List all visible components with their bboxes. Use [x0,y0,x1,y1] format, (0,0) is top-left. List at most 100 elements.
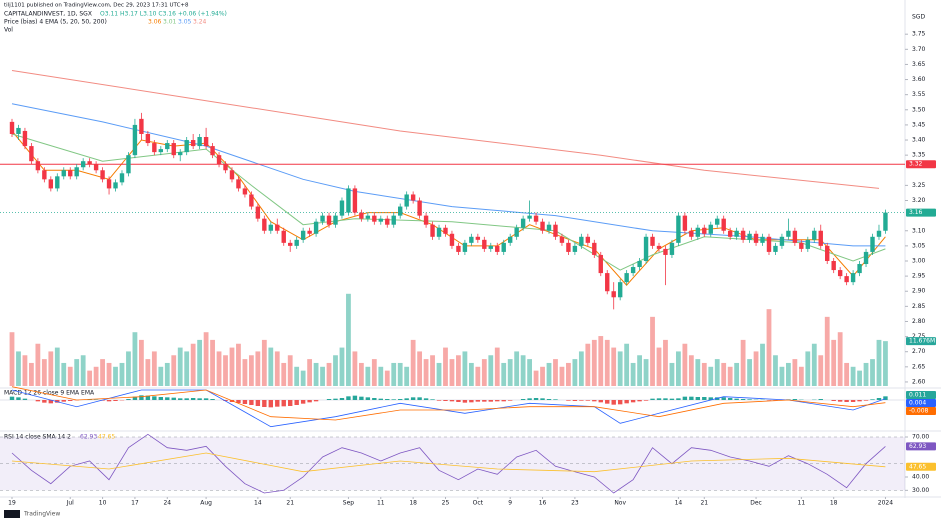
volume-bar [766,309,772,386]
candle-body [68,170,73,177]
candle-body [423,215,429,225]
candle-body [404,194,409,207]
macd-histogram-bar [48,400,54,404]
volume-bar [397,362,403,386]
candle-body [385,218,390,225]
macd-histogram-bar [16,397,21,400]
candle-body [313,221,319,234]
volume-bar [229,347,235,386]
candle-body [268,224,273,231]
x-tick-label: 21 [700,500,708,507]
macd-histogram-bar [883,396,888,400]
candle-body [475,236,481,240]
ema-legend-value: 3.06 [148,19,162,26]
candle-body [456,245,461,252]
candle-body [42,170,47,180]
volume-bar [417,351,423,386]
candle-body [216,155,222,165]
volume-bar [139,339,144,386]
macd-histogram-bar [378,398,383,400]
volume-bar [481,359,487,386]
macd-histogram-bar [197,398,202,400]
volume-bar [177,347,183,386]
candle-body [792,230,798,243]
volume-bar [100,359,105,386]
price-level-label-box [906,208,936,217]
macd-histogram-bar [734,398,739,400]
candle-body [158,149,164,153]
macd-histogram-bar [617,400,623,405]
candle-body [126,155,131,174]
volume-bar [67,366,73,386]
rsi-last-label-box [906,442,936,451]
indicator-label: Price (bias) 4 EMA (5, 20, 50, 200) [4,19,107,26]
volume-bar [818,355,824,386]
macd-histogram-bar [469,400,474,403]
volume-bar [643,359,649,386]
macd-histogram-bar [132,396,138,400]
macd-histogram-bar [236,400,241,403]
volume-bar [682,343,688,386]
candle-body [35,161,41,171]
candle-body [495,245,500,252]
y-tick-label: 30.00 [912,487,929,494]
volume-bar [624,343,630,386]
y-tick-label: 3.00 [912,257,926,264]
volume-bar [9,332,15,386]
volume-bar [669,362,675,386]
volume-bar [391,362,397,386]
volume-bar [831,339,837,386]
candle-body [139,118,144,134]
x-tick-label: Dec [750,500,762,507]
candle-body [262,218,267,231]
candle-body [663,248,668,255]
volume-bar [326,362,332,386]
volume-bar [106,362,112,386]
volume-bar [883,341,888,386]
macd-histogram-bar [488,400,493,402]
volume-bar [164,362,170,386]
macd-histogram-bar [184,398,189,400]
volume-bar [585,343,591,386]
macd-hist-label: 0.011 [909,392,926,399]
volume-bar [779,366,785,386]
volume-bar [688,355,694,386]
candle-body [22,130,28,147]
candle-body [753,233,759,243]
volume-bar [87,370,93,386]
candle-body [520,218,526,228]
macd-histogram-bar [870,399,875,400]
macd-histogram-bar [818,399,823,400]
candle-body [488,245,493,249]
macd-histogram-bar [152,396,157,400]
ema-legend-value: 3.01 [163,19,177,26]
volume-bar [274,351,280,386]
macd-histogram-bar [22,398,28,400]
volume-bar [611,347,617,386]
macd-histogram-bar [307,400,312,403]
volume-bar [753,351,759,386]
volume-bar [857,370,862,386]
volume-bar [578,351,584,386]
macd-histogram-bar [527,398,532,400]
macd-last-label: -0.008 [909,408,929,415]
price-level-label-box [906,160,936,169]
macd-histogram-bar [566,400,571,401]
volume-bar [16,351,21,386]
macd-histogram-bar [585,400,591,401]
volume-bar [410,339,416,386]
candle-body [857,264,862,274]
volume-bar [365,366,371,386]
macd-last-label-box [906,407,936,415]
candle-body [546,224,552,231]
macd-histogram-bar [630,400,636,403]
macd-histogram-bar [190,398,196,400]
macd-histogram-bar [365,397,371,400]
candle-body [165,143,170,150]
volume-bar [339,347,345,386]
volume-bar [352,351,358,386]
volume-bar [546,362,552,386]
volume-bar [242,359,248,386]
macd-histogram-bar [676,398,681,400]
